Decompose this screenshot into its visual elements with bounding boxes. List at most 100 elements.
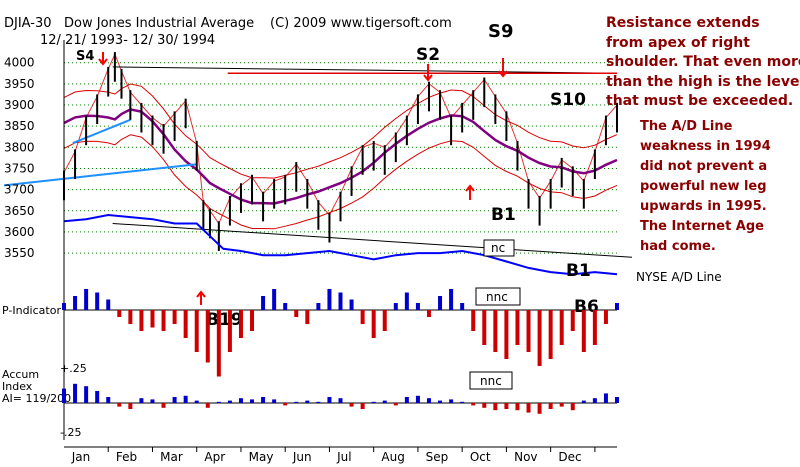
accum-index-bar (327, 397, 332, 403)
lower-band (63, 134, 618, 230)
p-indicator-bar (205, 310, 210, 363)
accum-index-bar (216, 401, 221, 403)
month-label: Jan (71, 450, 91, 464)
accum-index-bar (150, 399, 155, 403)
p-indicator-bar (106, 299, 111, 310)
accum-index-bar (570, 403, 575, 411)
signal-b1-right: B1 (566, 261, 591, 281)
month-label: Dec (558, 450, 581, 464)
ad-line-label: NYSE A/D Line (636, 270, 722, 284)
annotation-line-2: from apex of right (606, 35, 750, 51)
p-indicator-bar (360, 310, 365, 324)
accum-index-bar (382, 400, 387, 403)
p-indicator-bar (515, 310, 520, 345)
accum-index-bar (283, 403, 288, 406)
p-indicator-bar (581, 310, 586, 352)
accum-index-bar (272, 399, 277, 403)
nnc-box-accum (469, 371, 513, 390)
p-indicator-bar (570, 310, 575, 331)
month-label: Feb (116, 450, 137, 464)
y-tick-label: 3600 (4, 225, 35, 239)
accum-label-2: Index (2, 380, 33, 393)
p-indicator-bar (73, 296, 78, 310)
signal-s4: S4 (76, 49, 94, 64)
y-tick-label: 3650 (4, 204, 35, 218)
p-indicator-bar (327, 289, 332, 310)
p-indicator-bar (438, 296, 443, 310)
p-indicator-bar (559, 310, 564, 345)
blue-trendline-lower (3, 163, 197, 187)
accum-index-bar (548, 403, 553, 409)
annotation-line-4: than the high is the level (606, 74, 800, 90)
accum-index-bar (504, 403, 509, 409)
signal-b19: B19 (206, 310, 243, 330)
p-indicator-bar (482, 310, 487, 345)
p-indicator-bar (128, 310, 133, 324)
accum-index-bar (360, 403, 365, 409)
p-indicator-bar (537, 310, 542, 366)
accum-index-bar (537, 403, 542, 414)
p-indicator-bar (238, 310, 243, 338)
p-indicator-bar (95, 292, 100, 310)
accum-index-bar (581, 400, 586, 403)
ad-line-layer (63, 213, 618, 276)
p-indicator-bar (603, 310, 608, 324)
y-tick-label: 3800 (4, 140, 35, 154)
p-indicator-bar (305, 310, 310, 324)
accum-index-bar (615, 397, 619, 403)
p-indicator-bar (426, 310, 431, 317)
p-indicator-bar (471, 310, 476, 331)
accum-index-bar (559, 403, 564, 407)
arrow-s9-head (498, 70, 508, 78)
accum-index-bar (261, 397, 266, 403)
date-range: 12/ 21/ 1993- 12/ 30/ 1994 (40, 33, 215, 48)
accum-index-bar (460, 401, 465, 403)
accum-index-bar (106, 397, 111, 403)
p-indicator-bar (216, 310, 221, 377)
p-indicator-bar (415, 303, 420, 310)
p-indicator-bars (62, 289, 619, 377)
annotation-line-5: that must be exceeded. (606, 93, 793, 109)
resistance-trendline (112, 66, 618, 74)
nnc-label-accum: nnc (480, 374, 502, 388)
p-indicator-bar (382, 310, 387, 331)
p-indicator-bar (526, 310, 531, 352)
accum-index-bar (493, 403, 498, 411)
commentary-line-4: powerful new leg (640, 179, 767, 194)
p-indicator-bar (272, 289, 277, 310)
accum-index-bar (139, 398, 144, 403)
chart-symbol: DJIA-30 (4, 16, 52, 31)
accum-index-bar (84, 386, 89, 403)
nnc-label-p: nnc (486, 290, 508, 304)
accum-index-bar (449, 399, 454, 403)
accum-index-bar (227, 400, 232, 403)
accum-index-bar (250, 399, 255, 403)
accum-index-bar (338, 398, 343, 403)
accum-index-bar (294, 401, 299, 403)
accum-index-bar (73, 383, 78, 403)
signal-s10: S10 (550, 90, 586, 110)
accum-index-bar (515, 403, 520, 411)
month-label: Sep (426, 450, 449, 464)
commentary-line-2: weakness in 1994 (640, 139, 771, 154)
accum-index-bar (238, 398, 243, 403)
p-indicator-bar (161, 310, 166, 331)
trendlines-layer (3, 66, 633, 258)
accum-index-bar (438, 400, 443, 403)
accum-index-bar (117, 403, 122, 407)
p-indicator-bar (615, 303, 619, 310)
chart-title: Dow Jones Industrial Average (64, 16, 254, 31)
accum-index-bar (172, 397, 177, 403)
ad-trendline (112, 222, 633, 258)
p-indicator-bar (117, 310, 122, 317)
accum-index-bar (305, 400, 310, 403)
y-axis: 4000 3950 3900 3850 3800 3750 3700 3650 3600 3550 (4, 40, 65, 440)
accum-index-bar (183, 395, 188, 403)
accum-index-bar (316, 401, 321, 403)
month-label: Mar (160, 450, 183, 464)
accum-index-bar (349, 403, 354, 407)
accum-index-bar (415, 395, 420, 403)
p-indicator-bar (172, 310, 177, 324)
month-label: Jun (292, 450, 312, 464)
p-indicator-bar (504, 310, 509, 359)
